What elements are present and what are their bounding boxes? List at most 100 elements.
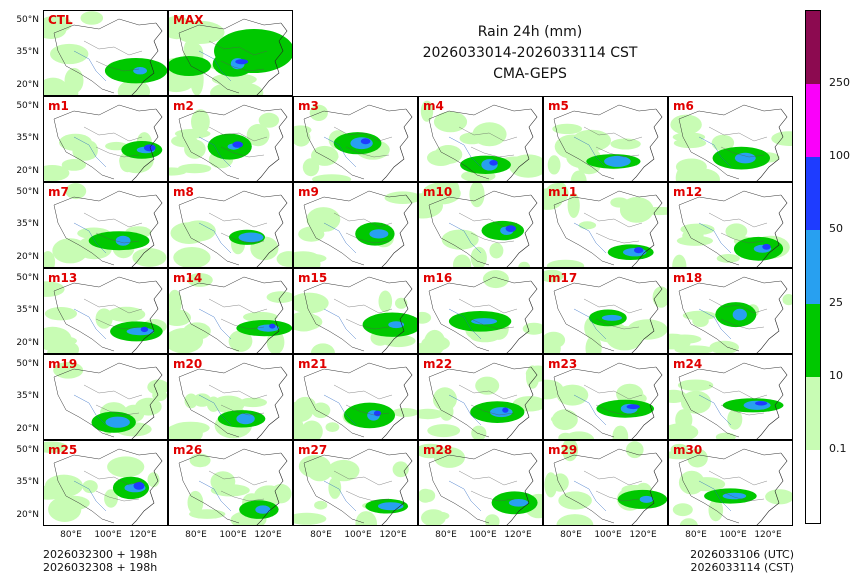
light-rain-area (169, 167, 187, 176)
heavy-rain-core (369, 229, 389, 239)
national-border (678, 118, 740, 180)
river (198, 480, 232, 512)
heavy-rain-core (257, 324, 280, 332)
very-heavy-rain-core (232, 141, 243, 148)
national-border (678, 290, 740, 352)
colorbar-segment (806, 449, 820, 523)
province-border (95, 404, 140, 416)
very-heavy-rain-core (505, 225, 516, 232)
light-rain-area (544, 472, 558, 498)
light-rain-area (294, 396, 316, 413)
province-border (470, 232, 515, 244)
province-border (83, 384, 143, 400)
national-border (53, 104, 157, 120)
member-label: m16 (423, 271, 453, 285)
light-rain-area (258, 112, 280, 128)
map-panel-m27: m27 (293, 440, 418, 526)
province-border (83, 40, 143, 56)
precip-map (544, 362, 663, 439)
light-rain-area (593, 321, 628, 343)
light-rain-area (727, 408, 743, 430)
map-panel-m6: m6 (668, 96, 793, 182)
member-label: m7 (48, 185, 69, 199)
national-border (428, 204, 490, 266)
very-heavy-rain-core (762, 243, 771, 250)
river (323, 308, 357, 340)
light-rain-area (311, 145, 339, 166)
heavy-rain-core (490, 407, 513, 418)
precip-map (544, 441, 667, 525)
province-border (220, 146, 265, 158)
map-panel-m20: m20 (168, 354, 293, 440)
light-rain-area (294, 292, 329, 314)
longitude-tick-label: 120°E (754, 530, 782, 540)
colorbar-level-label: 50 (829, 222, 843, 236)
light-rain-area (107, 456, 145, 478)
light-rain-area (782, 294, 792, 306)
light-rain-area (314, 500, 328, 510)
national-border (178, 104, 282, 120)
colorbar-level-label: 100 (829, 149, 850, 163)
longitude-tick-label: 80°E (685, 530, 707, 540)
coastline (256, 366, 288, 439)
province-border (95, 490, 140, 502)
river (198, 308, 232, 340)
light-rain-area (52, 238, 88, 264)
longitude-tick-label: 100°E (219, 530, 247, 540)
very-heavy-rain-core (502, 407, 509, 413)
province-border (720, 404, 765, 416)
province-border (333, 298, 393, 314)
light-rain-area (677, 379, 714, 391)
light-rain-area (193, 393, 212, 407)
river (698, 480, 732, 512)
light-rain-area (688, 477, 726, 492)
light-rain-area (312, 174, 352, 181)
light-rain-area (183, 322, 211, 340)
national-border (303, 118, 365, 180)
precip-map (294, 190, 417, 267)
national-border (178, 190, 282, 206)
very-heavy-rain-core (144, 144, 156, 152)
light-rain-area (612, 425, 629, 439)
light-rain-area (44, 165, 70, 181)
precip-map (294, 448, 413, 525)
light-rain-area (544, 338, 561, 353)
light-rain-area (211, 73, 257, 86)
light-rain-area (471, 425, 487, 439)
light-rain-area (433, 111, 468, 133)
longitude-tick-label: 100°E (344, 530, 372, 540)
precip-map (670, 104, 792, 181)
river (73, 50, 107, 82)
light-rain-area (310, 343, 335, 353)
light-rain-area (709, 340, 739, 353)
precip-map (669, 362, 788, 439)
very-heavy-rain-core (373, 410, 382, 417)
footer-right: 2026033106 (UTC) 2026033114 (CST) (660, 548, 794, 574)
precip-map (44, 104, 163, 181)
map-panel-m3: m3 (293, 96, 418, 182)
province-border (583, 212, 643, 228)
light-rain-area (427, 149, 455, 166)
national-border (553, 276, 657, 292)
light-rain-area (673, 138, 707, 149)
colorbar-level-label: 10 (829, 368, 843, 382)
light-rain-area (95, 308, 113, 329)
national-border (178, 276, 282, 292)
heavy-rain-core (105, 416, 130, 428)
map-panel-m19: m19 (43, 354, 168, 440)
map-panel-m9: m9 (293, 182, 418, 268)
moderate-rain-band (169, 56, 211, 76)
map-panel-m18: m18 (668, 268, 793, 354)
map-panel-m22: m22 (418, 354, 543, 440)
heavy-rain-core (236, 413, 255, 425)
map-panel-ctl: CTL (43, 10, 168, 96)
latitude-tick-label: 35°N (16, 305, 39, 315)
light-rain-area (82, 480, 98, 494)
province-border (333, 384, 393, 400)
member-label: m14 (173, 271, 203, 285)
longitude-tick-label: 120°E (629, 530, 657, 540)
latitude-tick-label: 50°N (16, 187, 39, 197)
longitude-tick-label: 80°E (310, 530, 332, 540)
precip-map (294, 104, 413, 181)
